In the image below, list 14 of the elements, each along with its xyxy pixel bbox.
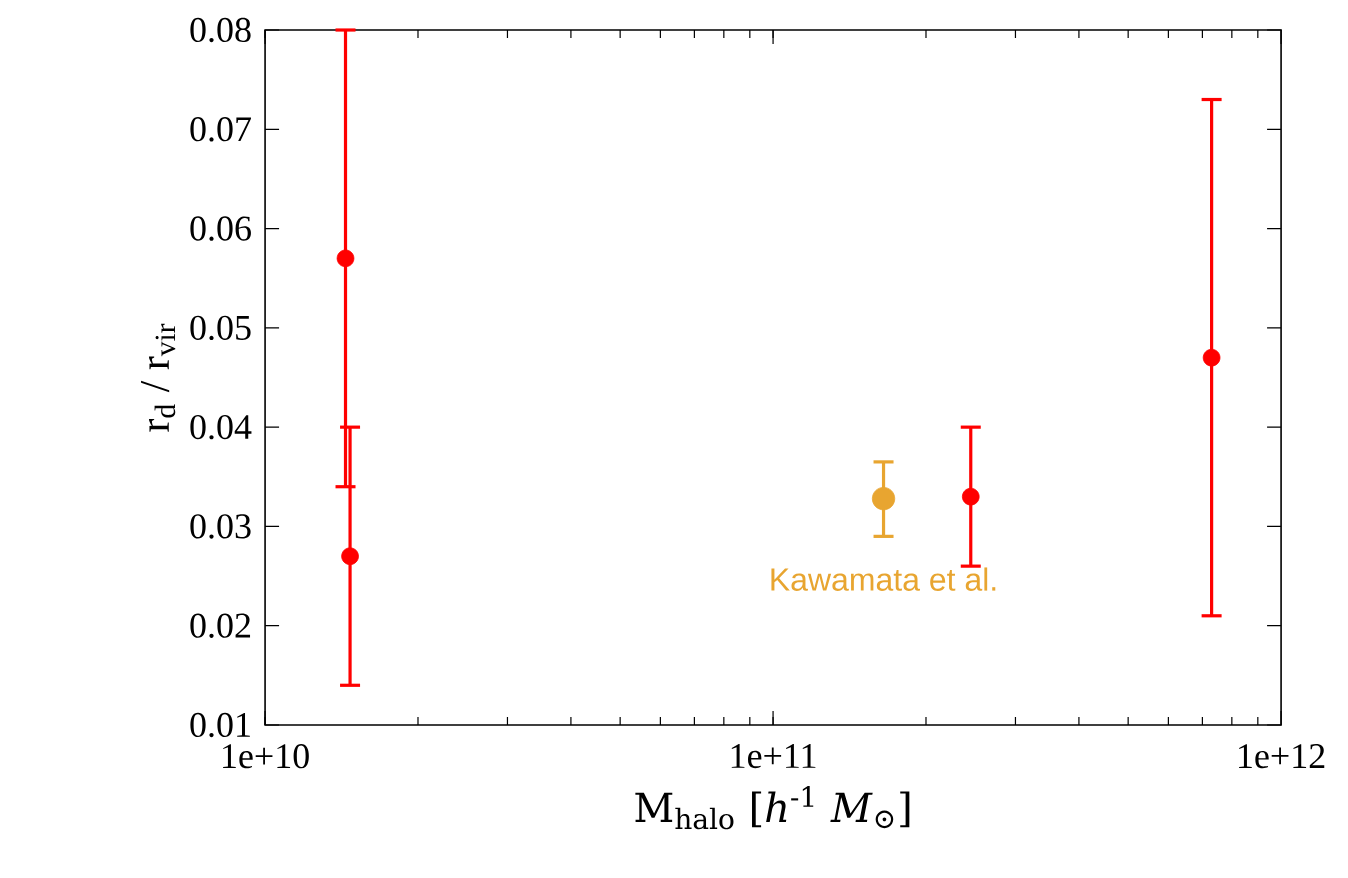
text: Kawamata et al. xyxy=(771,567,996,591)
y-tick-label: 0.07 xyxy=(190,117,251,142)
y-tick-label: 0.01 xyxy=(190,712,250,738)
x-axis-title: M$_{halo}$ [h$^{-1}$ M$_{⊙}$] xyxy=(635,786,910,830)
y-axis-title: r$_{d}$ / r$_{vir}$ xyxy=(141,323,176,432)
y-tick-label: 0.04 xyxy=(190,414,252,440)
x-tick-label: 1e+11 xyxy=(731,744,816,769)
x-tick-label: 1e+12 xyxy=(1239,744,1325,769)
y-tick-label: 0.02 xyxy=(190,613,251,638)
y-tick-label: 0.05 xyxy=(190,315,251,341)
y-tick-label: 0.03 xyxy=(190,514,251,539)
y-tick-label: 0.06 xyxy=(190,216,251,241)
y-tick-label: 0.08 xyxy=(190,17,251,43)
x-tick-label: 1e+10 xyxy=(223,744,309,769)
